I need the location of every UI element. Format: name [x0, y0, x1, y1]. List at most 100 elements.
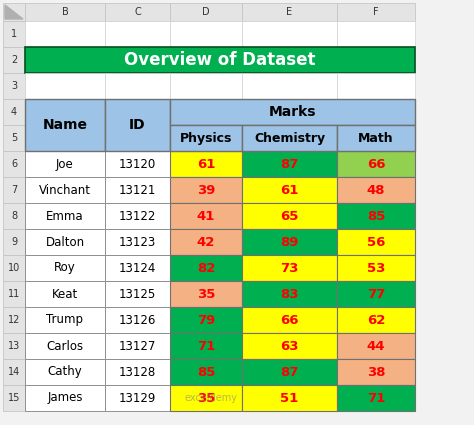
Polygon shape — [5, 5, 23, 19]
Bar — [25, 73, 105, 99]
Text: 48: 48 — [367, 184, 385, 196]
Text: 13129: 13129 — [119, 391, 156, 405]
Text: 39: 39 — [197, 184, 215, 196]
Bar — [242, 203, 337, 229]
Bar — [170, 359, 242, 385]
Text: 35: 35 — [197, 391, 215, 405]
Text: 3: 3 — [11, 81, 17, 91]
Text: Joe: Joe — [56, 158, 74, 170]
Text: Overview of Dataset: Overview of Dataset — [124, 51, 316, 69]
Bar — [105, 21, 170, 47]
Bar — [3, 385, 25, 411]
Text: 13124: 13124 — [119, 261, 156, 275]
Bar — [3, 47, 25, 73]
Text: 1: 1 — [11, 29, 17, 39]
Text: E: E — [286, 7, 292, 17]
Bar — [242, 255, 337, 281]
Text: 62: 62 — [367, 314, 385, 326]
Text: Carlos: Carlos — [46, 340, 83, 352]
Text: 9: 9 — [11, 237, 17, 247]
Text: 8: 8 — [11, 211, 17, 221]
Bar — [105, 177, 170, 203]
Bar — [242, 125, 337, 151]
Text: D: D — [202, 7, 210, 17]
Text: 44: 44 — [367, 340, 385, 352]
Bar — [3, 307, 25, 333]
Bar — [105, 307, 170, 333]
Text: Trump: Trump — [46, 314, 83, 326]
Bar — [170, 73, 242, 99]
Text: 89: 89 — [280, 235, 299, 249]
Text: 79: 79 — [197, 314, 215, 326]
Bar — [25, 99, 105, 151]
Text: 13127: 13127 — [119, 340, 156, 352]
Text: 12: 12 — [8, 315, 20, 325]
Bar — [242, 3, 337, 21]
Bar — [337, 281, 415, 307]
Bar — [337, 125, 415, 151]
Bar — [3, 151, 25, 177]
Text: 61: 61 — [197, 158, 215, 170]
Bar — [105, 333, 170, 359]
Text: 56: 56 — [367, 235, 385, 249]
Bar — [25, 203, 105, 229]
Bar — [105, 359, 170, 385]
Bar — [25, 385, 105, 411]
Text: 6: 6 — [11, 159, 17, 169]
Text: 53: 53 — [367, 261, 385, 275]
Bar — [170, 125, 242, 151]
Bar — [25, 255, 105, 281]
Bar — [105, 229, 170, 255]
Bar — [105, 151, 170, 177]
Text: exceldemy: exceldemy — [185, 393, 238, 403]
Bar — [105, 385, 170, 411]
Bar — [3, 73, 25, 99]
Text: 13123: 13123 — [119, 235, 156, 249]
Bar — [3, 125, 25, 151]
Bar — [25, 151, 105, 177]
Bar — [337, 203, 415, 229]
Bar — [337, 151, 415, 177]
Text: 13125: 13125 — [119, 287, 156, 300]
Text: Keat: Keat — [52, 287, 78, 300]
Text: C: C — [134, 7, 141, 17]
Bar — [337, 229, 415, 255]
Text: 82: 82 — [197, 261, 215, 275]
Bar — [337, 307, 415, 333]
Bar — [337, 21, 415, 47]
Bar — [3, 281, 25, 307]
Text: 71: 71 — [367, 391, 385, 405]
Bar — [170, 3, 242, 21]
Bar — [3, 229, 25, 255]
Bar — [170, 307, 242, 333]
Bar — [3, 177, 25, 203]
Text: Name: Name — [43, 118, 88, 132]
Text: Math: Math — [358, 131, 394, 144]
Text: Marks: Marks — [269, 105, 316, 119]
Text: ID: ID — [129, 118, 146, 132]
Text: 13121: 13121 — [119, 184, 156, 196]
Text: 4: 4 — [11, 107, 17, 117]
Bar — [170, 229, 242, 255]
Bar — [242, 359, 337, 385]
Text: Emma: Emma — [46, 210, 84, 223]
Text: 66: 66 — [280, 314, 299, 326]
Bar — [242, 229, 337, 255]
Text: 87: 87 — [280, 366, 299, 379]
Bar — [337, 255, 415, 281]
Bar — [242, 73, 337, 99]
Text: 71: 71 — [197, 340, 215, 352]
Text: F: F — [373, 7, 379, 17]
Text: 65: 65 — [280, 210, 299, 223]
Bar — [25, 47, 415, 73]
Bar — [25, 3, 105, 21]
Bar — [105, 281, 170, 307]
Bar — [170, 21, 242, 47]
Bar — [170, 333, 242, 359]
Bar — [3, 3, 415, 411]
Bar — [170, 385, 242, 411]
Bar — [3, 21, 25, 47]
Text: Physics: Physics — [180, 131, 232, 144]
Bar — [25, 177, 105, 203]
Text: 77: 77 — [367, 287, 385, 300]
